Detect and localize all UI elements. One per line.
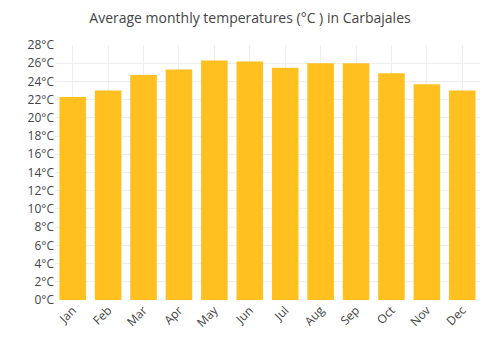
svg-text:26°C: 26°C: [28, 54, 55, 71]
svg-text:8°C: 8°C: [34, 218, 54, 235]
svg-text:May: May: [193, 301, 222, 330]
svg-text:Apr: Apr: [160, 302, 186, 328]
svg-text:Jul: Jul: [270, 302, 292, 324]
svg-text:16°C: 16°C: [28, 145, 55, 162]
svg-text:Mar: Mar: [123, 302, 151, 330]
svg-text:14°C: 14°C: [28, 164, 55, 181]
svg-text:Dec: Dec: [442, 302, 469, 329]
svg-text:2°C: 2°C: [34, 273, 54, 290]
svg-text:Jun: Jun: [231, 302, 256, 327]
svg-text:Jan: Jan: [55, 302, 80, 327]
svg-text:20°C: 20°C: [28, 109, 55, 126]
svg-text:Nov: Nov: [406, 302, 434, 330]
svg-text:Average monthly temperatures (: Average monthly temperatures (°C ) in Ca…: [89, 8, 411, 27]
svg-text:12°C: 12°C: [28, 182, 55, 199]
svg-text:Oct: Oct: [373, 302, 399, 328]
svg-text:4°C: 4°C: [34, 255, 54, 272]
svg-text:0°C: 0°C: [34, 291, 54, 308]
svg-text:28°C: 28°C: [28, 36, 55, 53]
svg-text:Aug: Aug: [300, 302, 328, 330]
svg-text:22°C: 22°C: [28, 91, 55, 108]
svg-text:Sep: Sep: [336, 302, 363, 329]
svg-text:Feb: Feb: [89, 302, 115, 328]
svg-text:10°C: 10°C: [28, 200, 55, 217]
svg-text:6°C: 6°C: [34, 237, 54, 254]
svg-text:18°C: 18°C: [28, 127, 55, 144]
svg-text:24°C: 24°C: [28, 73, 55, 90]
